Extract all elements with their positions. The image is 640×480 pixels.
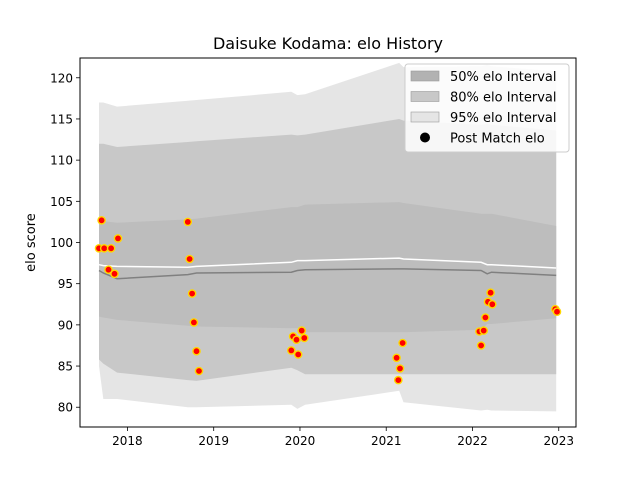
y-axis-label: elo score [24,213,39,272]
post-match-elo-point [486,288,495,298]
post-match-elo-point [392,353,401,363]
post-match-elo-point [189,318,199,327]
y-tick-label: 95 [58,277,73,291]
post-match-elo-point [487,299,497,309]
legend-label: Post Match elo [450,132,545,147]
post-match-elo-point [479,326,489,335]
y-tick-label: 90 [58,318,73,332]
legend-label: 95% elo Interval [450,111,557,126]
post-match-elo-point [104,265,113,275]
post-match-elo-point [552,307,562,317]
x-tick-label: 2019 [198,434,229,448]
post-match-elo-point [292,335,301,345]
post-match-points [94,215,562,385]
y-tick-label: 105 [50,195,73,209]
post-match-elo-point [286,346,296,355]
post-match-elo-point [293,350,303,359]
mean-elo-line [98,257,557,269]
legend-swatch [410,111,440,123]
legend-label: 80% elo Interval [450,91,557,106]
post-match-elo-point [113,234,123,243]
legend-label: 50% elo Interval [450,70,557,85]
post-match-elo-point [99,243,109,253]
y-tick-label: 80 [58,401,73,415]
x-tick-label: 2022 [457,434,488,448]
legend-box [404,63,570,153]
post-match-elo-point [398,338,407,348]
post-match-elo-point [110,269,119,279]
interval-band-3 [99,202,557,333]
x-axis: 2018 2019 2020 2021 2022 2023 [112,427,574,448]
post-match-elo-point [106,243,116,253]
x-tick-label: 2020 [285,434,316,448]
post-match-elo-point [185,254,194,264]
legend-swatch [410,70,440,82]
y-tick-label: 110 [50,154,73,168]
x-tick-label: 2018 [112,434,143,448]
chart-title: Daisuke Kodama: elo History [213,34,443,53]
post-match-elo-point [299,333,309,343]
legend: 50% elo Interval 80% elo Interval 95% elo … [404,63,570,153]
y-tick-label: 120 [50,71,73,85]
post-match-elo-point [476,341,486,350]
post-match-elo-point [192,346,201,356]
legend-swatch [410,91,440,102]
y-tick-label: 85 [58,360,73,374]
post-match-elo-point [481,313,490,322]
post-match-elo-point [183,217,193,227]
x-tick-label: 2023 [543,434,574,448]
post-match-elo-point [97,215,106,225]
post-match-elo-point [297,326,307,335]
post-match-elo-point [393,375,403,385]
legend-marker [420,132,430,143]
median-elo-line [98,268,557,280]
trend-lines [98,257,557,280]
post-match-elo-point [194,366,204,376]
x-tick-label: 2021 [371,434,402,448]
y-tick-label: 115 [50,112,73,126]
post-match-elo-point [395,364,405,373]
y-tick-label: 100 [50,236,73,250]
y-axis: 80 85 90 95 100 105 110 115 120 [50,71,80,415]
post-match-elo-point [187,289,197,298]
